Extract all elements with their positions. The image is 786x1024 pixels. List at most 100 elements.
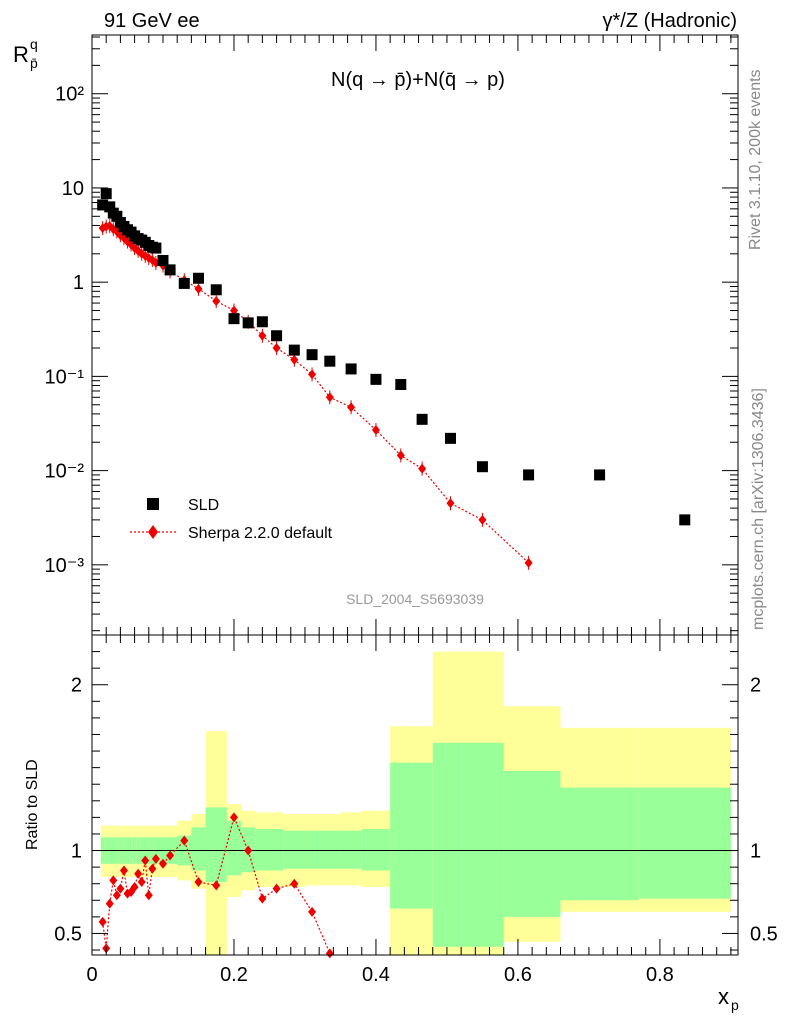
ratio-x-tick-label: 0.8: [646, 964, 674, 986]
main-plot-frame: [91, 34, 739, 636]
main-axis-ticks: 10⁻³ 10⁻² 10⁻¹ 1 10 10²: [45, 35, 738, 635]
inner-band-bin: [390, 762, 412, 909]
legend-label-sld: SLD: [188, 497, 219, 514]
header-left-label: 91 GeV ee: [104, 10, 200, 32]
main-panel: 10⁻³ 10⁻² 10⁻¹ 1 10 10² N(q → p̄)+N(q̄ → p) S…: [13, 34, 739, 636]
ratio-x-tick-label: 0.4: [362, 964, 390, 986]
ratio-axis-ticks: 0.5 0.5 1 1 2 2 0 0.2 0.4 0.6 0.8: [54, 635, 778, 986]
inner-band-bin: [461, 742, 504, 947]
inner-band-bin: [283, 830, 305, 869]
ratio-sherpa-point: [109, 875, 118, 886]
inner-band-bin: [361, 828, 391, 871]
ratio-y-tick-label-right: 2: [750, 675, 761, 697]
x-axis-title-main: x: [718, 984, 729, 1009]
analysis-watermark: SLD_2004_S5693039: [346, 591, 484, 607]
inner-band-bin: [503, 770, 561, 917]
sld-point: [523, 469, 535, 481]
sld-point: [111, 210, 123, 222]
ratio-y-axis-title: Ratio to SLD: [24, 759, 41, 850]
sld-point: [370, 373, 382, 385]
main-y-tick-label: 10⁻³: [45, 555, 85, 577]
inner-band-bin: [638, 787, 731, 899]
legend: SLD Sherpa 2.2.0 default: [130, 497, 333, 542]
ratio-sherpa-point: [144, 890, 153, 901]
sld-point: [345, 363, 357, 375]
sherpa-point: [371, 424, 380, 435]
sherpa-point: [308, 369, 317, 380]
header-right-label: γ*/Z (Hadronic): [603, 10, 737, 32]
ratio-y-tick-label: 0.5: [54, 923, 82, 945]
ratio-uncertainty-bands: [100, 651, 731, 955]
sherpa-point: [325, 392, 334, 403]
ratio-y-tick-label-right: 0.5: [750, 923, 778, 945]
inner-band-bin: [226, 820, 242, 876]
inner-band-bin: [340, 830, 362, 869]
ratio-sherpa-point: [151, 853, 160, 864]
sld-point: [150, 242, 162, 254]
sld-point: [100, 188, 112, 200]
ratio-sherpa-point: [116, 883, 125, 894]
sld-point: [324, 355, 336, 367]
sld-point: [242, 317, 254, 329]
sld-point: [594, 469, 606, 481]
ratio-y-tick-label-right: 1: [750, 841, 761, 863]
main-plot-title: N(q → p̄)+N(q̄ → p): [331, 69, 505, 91]
sld-point: [271, 330, 283, 342]
sld-point: [679, 514, 691, 526]
inner-band-bin: [191, 827, 206, 871]
inner-band-bin: [560, 787, 639, 901]
ratio-sherpa-point: [134, 868, 143, 879]
sherpa-point: [290, 354, 299, 365]
ratio-sherpa-point: [119, 865, 128, 876]
ratio-sherpa-point: [180, 835, 189, 846]
main-y-tick-label: 1: [73, 272, 84, 294]
sld-point: [210, 284, 222, 296]
x-axis-title-subscript: p: [731, 997, 739, 1013]
ratio-sherpa-point: [290, 878, 299, 889]
sherpa-point: [347, 402, 356, 413]
ratio-sherpa-point: [148, 863, 157, 874]
x-axis-title: x p: [718, 984, 739, 1013]
ratio-sherpa-point: [229, 812, 238, 823]
legend-marker-sld: [147, 498, 159, 510]
sherpa-line: [102, 225, 530, 564]
main-y-tick-label: 10⁻²: [45, 461, 85, 483]
inner-band-bin: [255, 828, 270, 871]
ratio-sherpa-line: [102, 815, 331, 954]
sld-point: [228, 313, 240, 325]
legend-marker-sherpa: [148, 525, 158, 539]
ratio-x-tick-label: 0.2: [220, 964, 248, 986]
sherpa-point: [396, 450, 405, 461]
sherpa-point: [194, 283, 203, 294]
sherpa-point: [478, 514, 487, 525]
sld-point: [288, 344, 300, 356]
ratio-x-tick-label: 0: [86, 964, 97, 986]
ratio-sherpa-point: [212, 880, 221, 891]
ratio-y-tick-label: 2: [71, 675, 82, 697]
ratio-sherpa-point: [137, 877, 146, 888]
ratio-sherpa-point: [258, 893, 267, 904]
ratio-sherpa-point: [130, 882, 139, 893]
inner-band-bin: [411, 762, 433, 909]
ratio-sherpa-point: [194, 877, 203, 888]
ratio-sherpa-point: [158, 858, 167, 869]
inner-band-bin: [432, 742, 462, 947]
sherpa-point: [229, 305, 238, 316]
ratio-y-tick-label: 1: [71, 841, 82, 863]
sld-point: [164, 264, 176, 276]
sld-point: [256, 316, 268, 328]
sherpa-point: [524, 557, 533, 568]
ratio-sherpa-point: [308, 906, 317, 917]
ratio-sherpa-point: [98, 916, 107, 927]
ratio-sherpa-point: [272, 883, 281, 894]
inner-band-bin: [205, 807, 227, 883]
sherpa-point: [141, 250, 150, 261]
legend-label-sherpa: Sherpa 2.2.0 default: [188, 525, 333, 542]
ratio-sherpa-point: [244, 845, 253, 856]
ratio-sherpa-point: [141, 855, 150, 866]
sherpa-point: [258, 330, 267, 341]
inner-band-bin: [304, 830, 320, 869]
sherpa-point: [446, 498, 455, 509]
ratio-sherpa-point: [112, 890, 121, 901]
rivet-side-label: Rivet 3.1.10, 200k events: [747, 69, 764, 250]
